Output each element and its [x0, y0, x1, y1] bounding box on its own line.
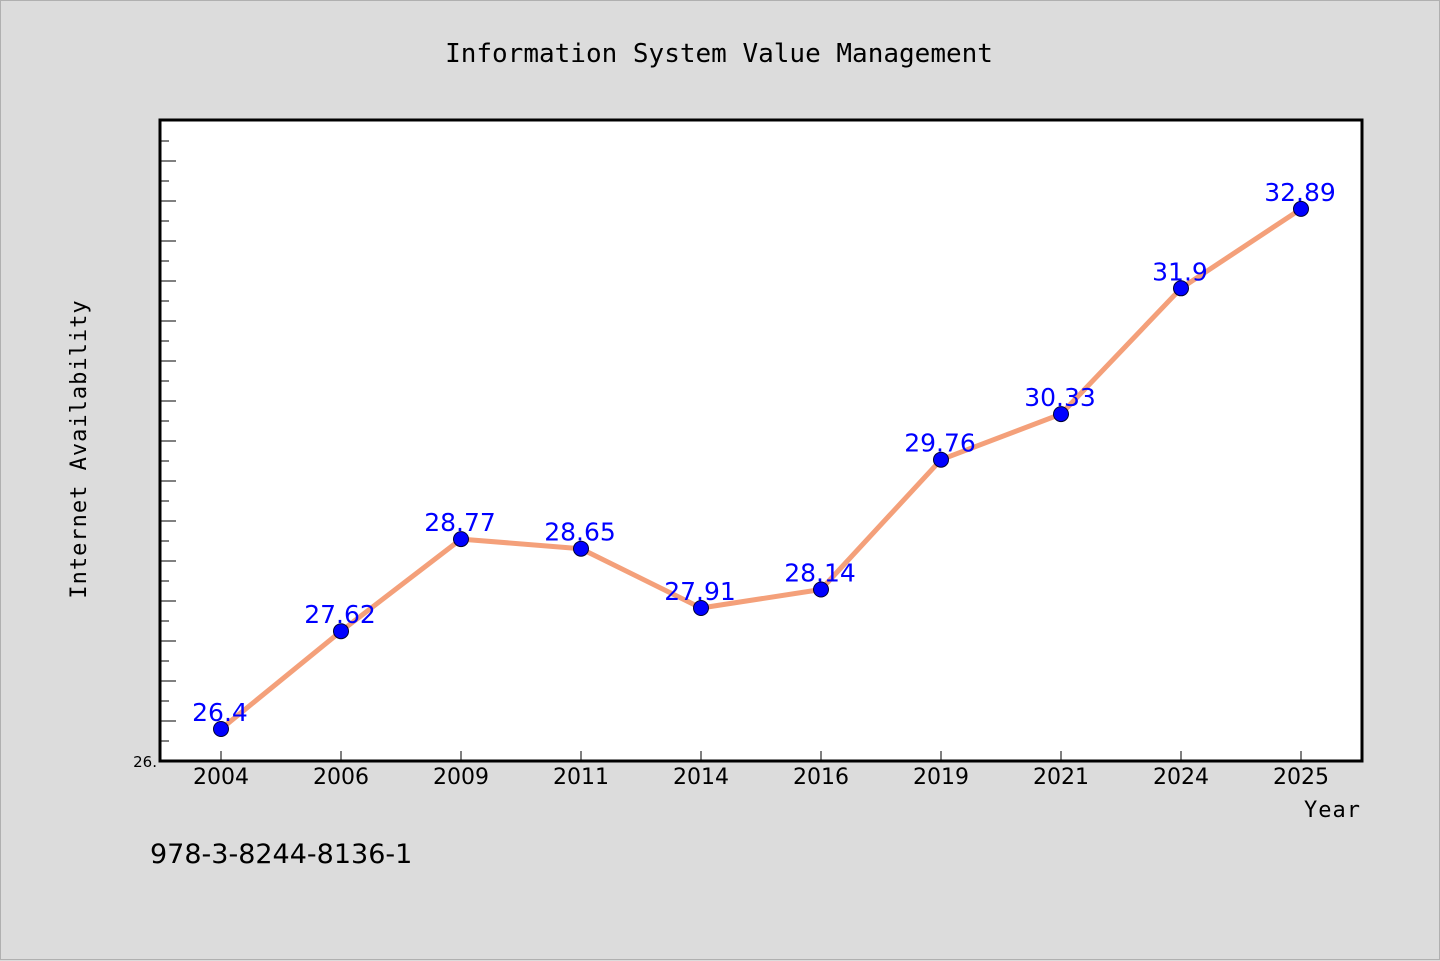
data-point-marker	[333, 623, 349, 640]
data-label: 28.65	[544, 518, 616, 547]
x-tick-label: 2004	[193, 765, 249, 790]
data-point-marker	[453, 531, 469, 548]
x-tick-label: 2024	[1153, 765, 1209, 790]
y-tick-label: 26.	[133, 753, 157, 771]
y-axis-ticks	[160, 140, 176, 762]
x-tick-label: 2019	[913, 765, 969, 790]
plot-area	[158, 118, 1364, 763]
data-label: 27.62	[304, 600, 376, 629]
chart-title: Information System Value Management	[445, 39, 993, 69]
x-tick-label: 2014	[673, 765, 729, 790]
data-point-marker	[573, 540, 589, 557]
data-point-marker	[933, 451, 949, 468]
data-point-marker	[1293, 200, 1309, 217]
x-tick-label: 2021	[1033, 765, 1089, 790]
data-label: 26.4	[192, 698, 248, 727]
series-line	[218, 206, 1304, 732]
x-axis-ticks: 2004 2006 2009 2011 2014 2016 2019 2021 2024 2025	[193, 751, 1329, 790]
data-point-marker	[213, 721, 229, 737]
x-tick-label: 2009	[433, 765, 489, 790]
data-label: 27.91	[664, 577, 736, 606]
x-tick-label: 2006	[313, 765, 369, 790]
x-axis-label: Year	[1304, 798, 1361, 823]
isbn-annotation: 978-3-8244-8136-1	[150, 839, 412, 870]
data-label: 32.89	[1264, 178, 1336, 207]
data-label: 30.33	[1024, 383, 1096, 412]
data-label: 28.14	[784, 559, 856, 588]
data-point-marker	[1173, 280, 1189, 297]
x-tick-label: 2025	[1273, 765, 1329, 790]
series-layer: 26.4 27.62 28.77 28.65 27.91 28.14 29.76 30.33 3…	[192, 178, 1336, 737]
x-tick-label: 2016	[793, 765, 849, 790]
data-label: 28.77	[424, 508, 496, 537]
data-label: 31.9	[1152, 257, 1208, 286]
data-point-marker	[813, 581, 829, 598]
x-tick-label: 2011	[553, 765, 609, 790]
y-axis-label: Internet Availability	[67, 299, 92, 598]
data-point-marker	[693, 600, 709, 616]
data-point-marker	[1053, 406, 1069, 423]
data-label: 29.76	[904, 429, 976, 458]
